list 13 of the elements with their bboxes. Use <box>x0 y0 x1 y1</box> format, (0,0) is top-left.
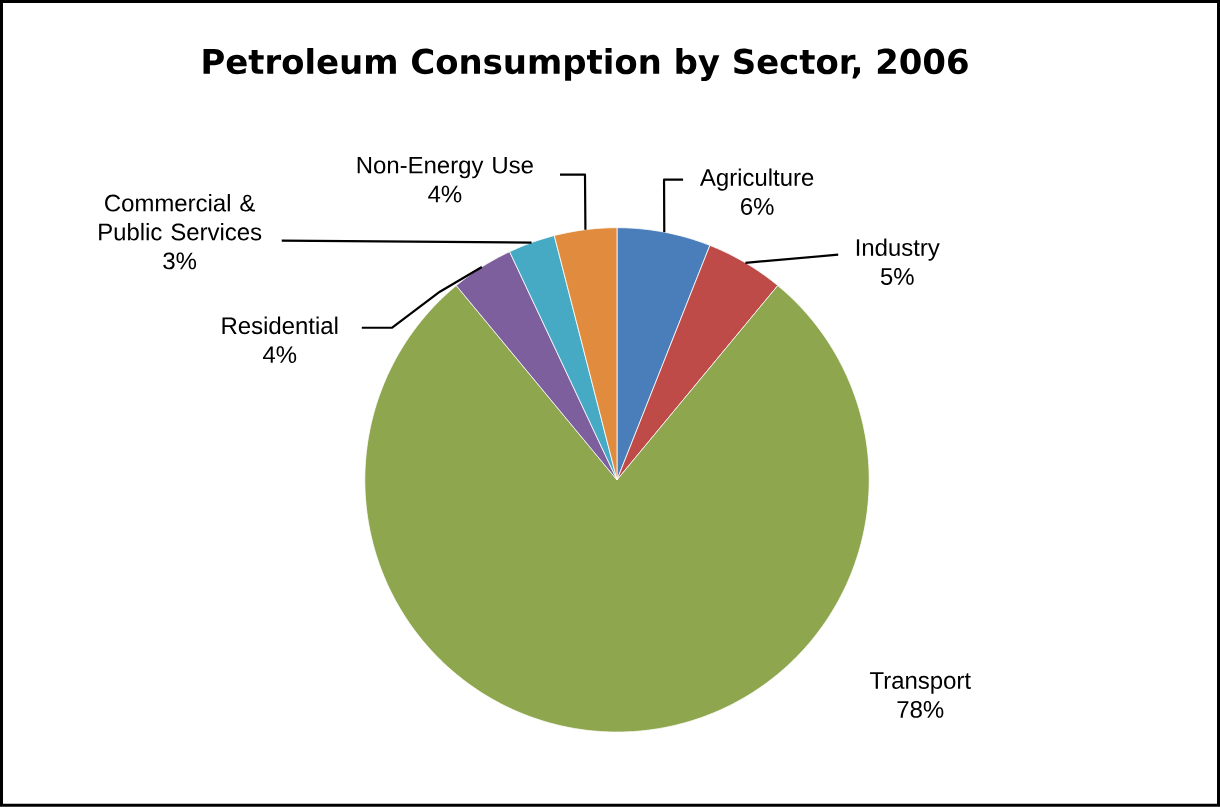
slice-label: Industry <box>856 238 940 261</box>
slice-label: Residential <box>222 316 338 335</box>
data-label: 4% <box>428 185 462 203</box>
slice-label: Non-Energy Use <box>357 157 533 179</box>
slice-label: Agriculture <box>699 168 814 191</box>
chart-title: Petroleum Consumption by Sector, 2006 <box>203 48 968 82</box>
data-label: 5% <box>880 268 914 286</box>
slice-label: Transport <box>870 672 971 694</box>
slice-label: Commercial & Public Services <box>99 194 262 241</box>
data-label: 3% <box>163 252 197 270</box>
data-label: 4% <box>263 346 297 364</box>
data-label: 78% <box>897 701 944 719</box>
data-label: 6% <box>741 198 774 216</box>
